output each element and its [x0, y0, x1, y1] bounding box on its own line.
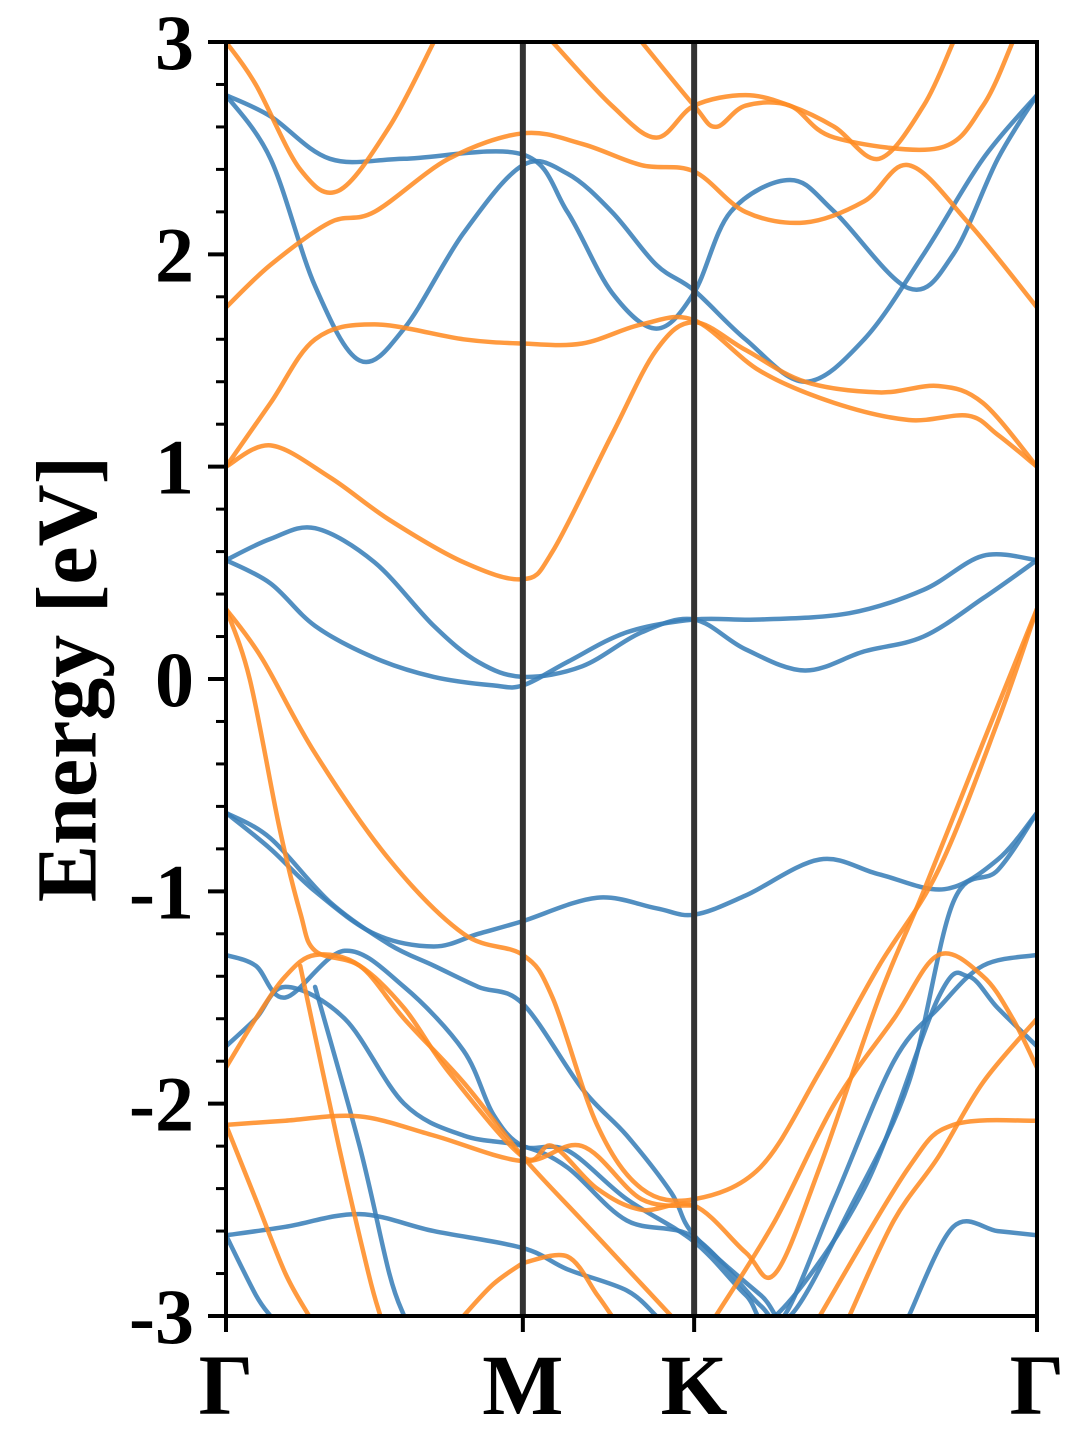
band-line	[906, 1219, 1037, 1316]
band-line	[226, 552, 1037, 690]
band-line	[226, 314, 1037, 469]
band-line	[226, 320, 1037, 582]
series-1	[226, 92, 1037, 1316]
y-tick-label: 2	[155, 211, 194, 298]
y-tick-label: 3	[155, 0, 194, 86]
band-line	[226, 606, 1037, 1281]
x-tick-label: M	[482, 1337, 563, 1433]
band-line	[520, 1252, 615, 1316]
y-tick-label: 1	[155, 424, 194, 511]
band-line	[226, 42, 437, 196]
band-line	[550, 42, 956, 162]
band-line	[226, 606, 1037, 1204]
band-line	[226, 130, 1037, 310]
band-line	[461, 1260, 526, 1316]
y-tick-label: 0	[155, 636, 194, 723]
y-axis-label: Energy [eV]	[19, 456, 115, 903]
y-tick-labels: 3 2 1 0 -1 -2 -3	[129, 0, 194, 1360]
band-line	[226, 810, 1037, 1316]
band-line	[817, 1117, 1037, 1316]
band-line	[226, 1233, 273, 1316]
y-major-ticks	[208, 40, 1039, 1332]
series-2	[226, 42, 1037, 1316]
band-line	[226, 92, 1037, 384]
band-line	[226, 1113, 697, 1208]
x-tick-label: Γ	[1010, 1337, 1065, 1433]
band-line	[226, 525, 1037, 680]
band-line	[226, 1211, 659, 1316]
series-layer	[226, 42, 1037, 1316]
band-line	[312, 984, 407, 1316]
band-line	[226, 948, 1037, 1316]
y-tick-label: -3	[129, 1273, 194, 1360]
band-line	[226, 810, 1037, 949]
band-line	[639, 42, 1015, 153]
y-tick-label: -2	[129, 1061, 194, 1148]
band-line	[713, 951, 1037, 1316]
kpath-lines	[519, 42, 698, 1316]
band-line	[297, 963, 383, 1316]
x-tick-label: K	[661, 1337, 728, 1433]
band-line	[226, 92, 1037, 331]
band-line	[226, 952, 674, 1316]
x-tick-label: Γ	[199, 1337, 254, 1433]
band-line	[847, 1016, 1037, 1316]
y-tick-label: -1	[129, 848, 194, 935]
band-line	[226, 1122, 312, 1316]
band-line	[226, 952, 1037, 1316]
